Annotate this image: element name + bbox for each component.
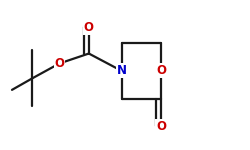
Text: O: O bbox=[54, 57, 64, 70]
Text: O: O bbox=[156, 64, 166, 77]
Text: O: O bbox=[84, 21, 94, 34]
Text: O: O bbox=[156, 120, 166, 133]
Text: N: N bbox=[116, 64, 126, 77]
